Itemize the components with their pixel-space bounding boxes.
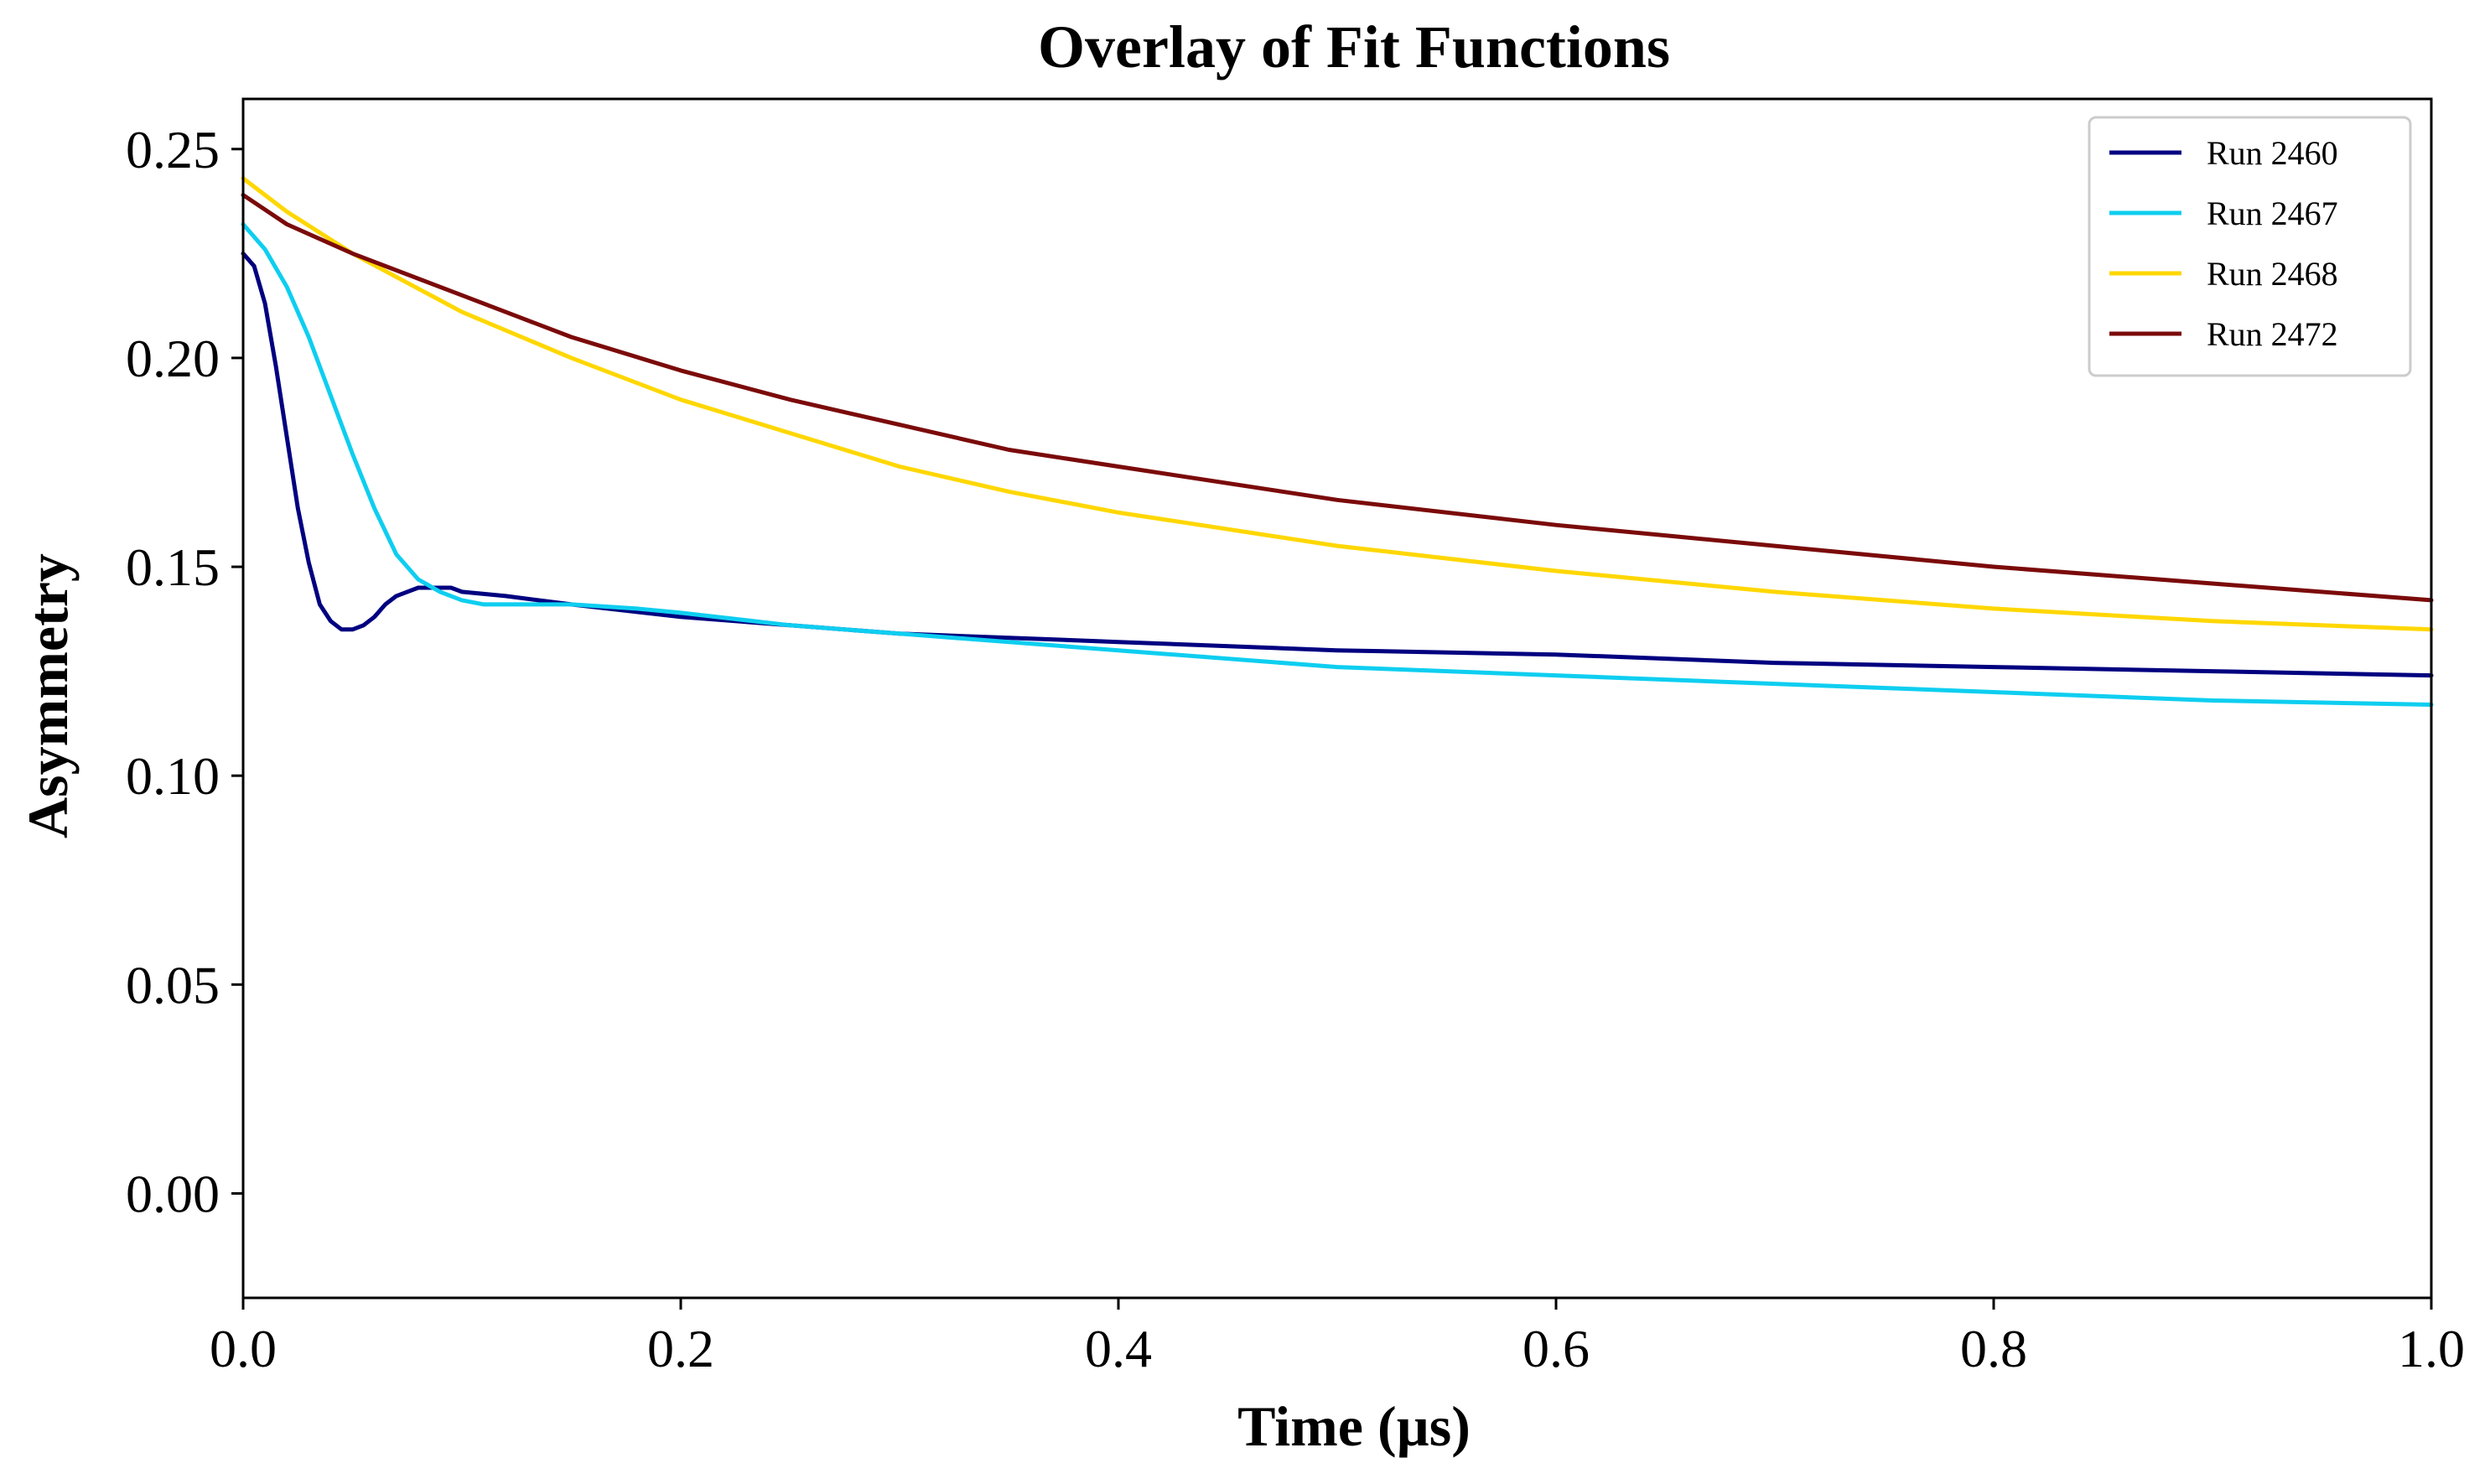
x-axis-ticks: 0.0 0.2 0.4 0.6 0.8 1.0 [210,1298,2465,1378]
series-line-2 [241,222,2434,707]
y-tick-label: 0.10 [126,746,220,806]
y-axis-ticks: 0.00 0.05 0.10 0.15 0.20 0.25 [126,120,243,1223]
y-tick-label: 0.25 [126,120,220,179]
x-tick-label: 0.6 [1523,1319,1590,1378]
legend-label-4: Run 2472 [2207,315,2338,353]
x-tick-label: 1.0 [2398,1319,2465,1378]
series-line-4 [241,193,2434,603]
series-line-1 [241,251,2434,678]
y-tick-label: 0.15 [126,537,220,597]
legend-label-3: Run 2468 [2207,255,2338,293]
y-tick-label: 0.00 [126,1164,220,1223]
y-axis-label: Asymmetry [16,553,80,838]
y-tick-label: 0.20 [126,329,220,388]
x-tick-label: 0.4 [1085,1319,1152,1378]
x-tick-label: 0.0 [210,1319,277,1378]
y-tick-label: 0.05 [126,955,220,1014]
x-tick-label: 0.8 [1960,1319,2027,1378]
legend-label-2: Run 2467 [2207,195,2338,232]
series-line-3 [241,176,2434,632]
plot-frame [241,97,2433,1300]
legend-box [2088,116,2412,377]
legend: Run 2460 Run 2467 Run 2468 Run 2472 [2088,116,2412,377]
x-axis-label: Time (µs) [1237,1394,1471,1458]
x-tick-label: 0.2 [647,1319,714,1378]
legend-label-1: Run 2460 [2207,134,2338,172]
chart-title: Overlay of Fit Functions [1038,13,1670,80]
plot-area [241,97,2434,1300]
